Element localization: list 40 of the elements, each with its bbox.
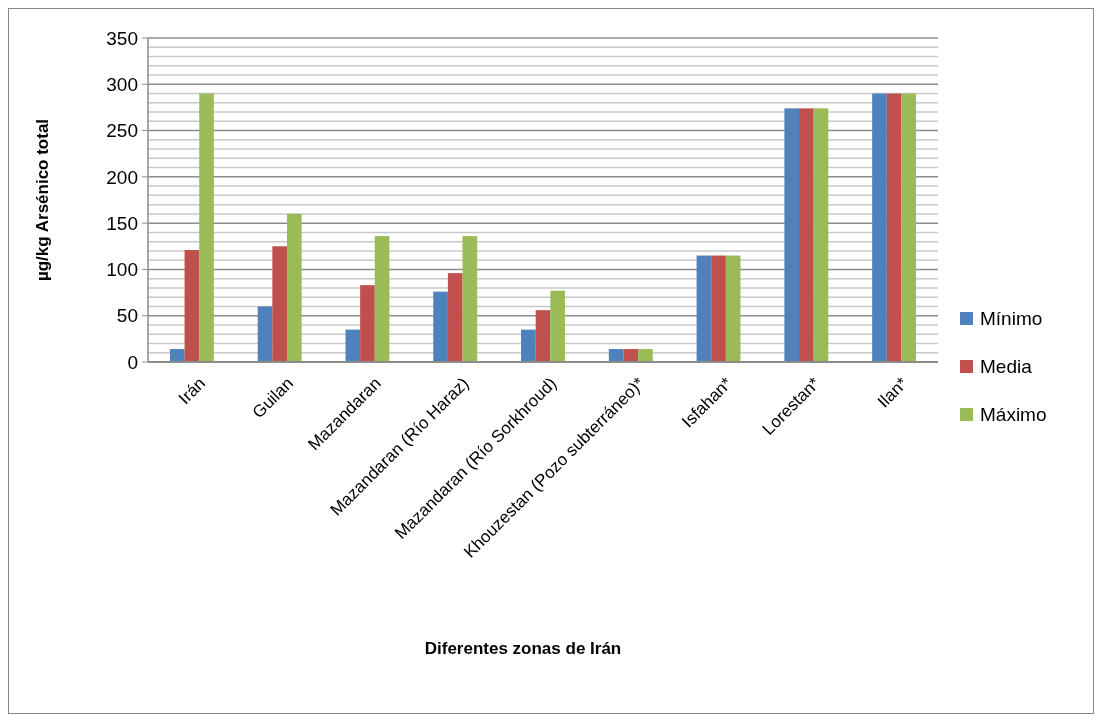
y-tick-label: 250 bbox=[106, 120, 138, 142]
legend-label: Máximo bbox=[980, 403, 1047, 425]
legend-label: Mínimo bbox=[980, 307, 1043, 329]
bar bbox=[184, 249, 200, 362]
bar bbox=[535, 310, 551, 362]
bar bbox=[447, 273, 463, 362]
bar bbox=[433, 291, 448, 362]
y-axis-title: µg/kg Arsénico total bbox=[33, 118, 52, 282]
bar bbox=[799, 108, 814, 362]
bar bbox=[784, 108, 800, 362]
bar bbox=[199, 93, 214, 362]
bar bbox=[886, 93, 902, 362]
bar bbox=[696, 255, 712, 362]
bar bbox=[272, 246, 287, 362]
bar bbox=[813, 108, 829, 362]
bar bbox=[521, 329, 536, 362]
y-tick-label: 100 bbox=[106, 259, 138, 281]
bar bbox=[638, 349, 653, 362]
bar bbox=[901, 93, 917, 362]
bar bbox=[725, 255, 741, 362]
x-tick-label: Irán bbox=[174, 373, 210, 408]
bar bbox=[623, 349, 639, 362]
x-axis-title: Diferentes zonas de Irán bbox=[424, 639, 622, 658]
bar bbox=[462, 236, 478, 362]
y-tick-label: 200 bbox=[106, 166, 138, 188]
bar bbox=[345, 329, 361, 362]
bar bbox=[360, 285, 375, 362]
y-tick-label: 0 bbox=[127, 351, 138, 373]
bar bbox=[374, 236, 390, 362]
bar bbox=[550, 290, 565, 362]
y-tick-label: 50 bbox=[116, 305, 138, 327]
y-tick-label: 300 bbox=[106, 73, 138, 95]
bar bbox=[257, 306, 273, 362]
y-tick-label: 150 bbox=[106, 212, 138, 234]
bar bbox=[872, 93, 887, 362]
bar bbox=[711, 255, 726, 362]
bar bbox=[286, 213, 302, 362]
legend-label: Media bbox=[980, 355, 1033, 377]
y-tick-label: 350 bbox=[106, 27, 138, 49]
bar bbox=[169, 349, 185, 362]
